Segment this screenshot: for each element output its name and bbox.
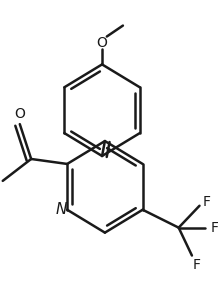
- Text: F: F: [211, 221, 218, 235]
- Text: N: N: [56, 202, 67, 217]
- Text: O: O: [14, 107, 25, 121]
- Text: F: F: [193, 258, 201, 272]
- Text: O: O: [97, 35, 107, 49]
- Text: F: F: [203, 195, 211, 209]
